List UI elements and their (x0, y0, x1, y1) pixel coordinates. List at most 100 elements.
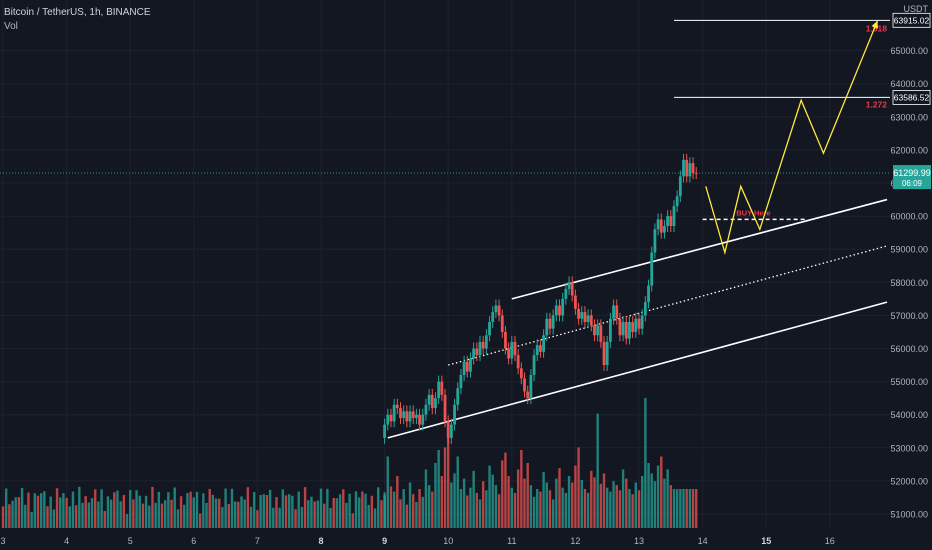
candlestick-series (383, 153, 698, 444)
candle-body (640, 315, 644, 329)
volume-bar (558, 468, 561, 528)
volume-bar (542, 472, 545, 528)
volume-bar (494, 485, 498, 528)
candle-body (675, 196, 679, 207)
candle-body (656, 219, 660, 230)
candle-body (392, 404, 396, 422)
volume-bar (208, 488, 211, 528)
volume-bar (214, 498, 218, 528)
volume-bar (14, 497, 17, 528)
candle-body (491, 312, 495, 323)
volume-bar (650, 473, 653, 528)
volume-bar (160, 503, 164, 528)
candle-body (624, 322, 628, 339)
volume-bar (52, 509, 56, 528)
currency-label: USDT (904, 4, 929, 14)
volume-bar (481, 481, 485, 528)
volume-bar (33, 493, 36, 528)
volume-bar (345, 502, 348, 528)
volume-bar (310, 496, 313, 528)
y-tick-label: 64000.00 (890, 79, 928, 89)
candle-body (481, 341, 485, 349)
volume-bar (567, 476, 571, 528)
volume-bar (396, 476, 399, 528)
symbol-title[interactable]: Bitcoin / TetherUS, 1h, BINANCE (4, 7, 151, 18)
volume-bar (237, 501, 240, 528)
candle-body (465, 361, 469, 372)
candle-body (389, 414, 393, 422)
volume-bar (189, 491, 192, 528)
volume-bar (408, 482, 412, 528)
volume-bar (443, 447, 447, 528)
x-tick-label: 10 (443, 536, 453, 546)
time-axis[interactable]: 3 4 5 6 7 8 9 10 11 12 13 14 15 16 (0, 536, 834, 546)
candle-body (685, 159, 689, 177)
volume-bar (348, 493, 351, 528)
volume-bar (218, 498, 221, 528)
volume-bar (78, 486, 81, 528)
volume-bar (370, 495, 374, 528)
candle-body (608, 318, 612, 342)
volume-bar (615, 485, 618, 528)
volume-bar (666, 469, 669, 528)
candle-body (504, 331, 507, 349)
volume-bar (224, 488, 227, 528)
candle-body (554, 305, 558, 316)
y-tick-label: 59000.00 (890, 245, 928, 255)
volume-bar (475, 492, 479, 528)
projection-path[interactable] (705, 20, 879, 256)
volume-bar (625, 478, 628, 528)
volume-bar (647, 463, 650, 528)
volume-bar (380, 500, 383, 528)
volume-bar (278, 507, 281, 528)
volume-bar (386, 456, 389, 528)
volume-bar (361, 491, 364, 528)
candle-body (415, 414, 418, 419)
volume-bars (1, 398, 698, 528)
candle-body (507, 348, 511, 359)
drawing-tools[interactable]: 1.618 1.272 BUY Here (0, 19, 890, 439)
volume-bar (599, 483, 603, 528)
volume-bar (313, 501, 316, 528)
volume-bar (682, 489, 685, 528)
candle-body (523, 378, 526, 392)
candle-body (688, 163, 692, 177)
y-tick-label: 52000.00 (890, 476, 928, 486)
volume-bar (192, 497, 195, 528)
candle-body (666, 216, 670, 227)
volume-bar (469, 487, 472, 528)
volume-bar (195, 491, 199, 528)
volume-bar (637, 490, 641, 528)
candle-body (612, 305, 615, 319)
candle-body (593, 325, 596, 336)
volume-bar (125, 514, 129, 528)
volume-bar (392, 491, 396, 528)
volume-bar (640, 476, 644, 528)
volume-bar (275, 497, 278, 528)
volume-bar (17, 497, 21, 528)
x-tick-label: 4 (64, 536, 69, 546)
volume-bar (319, 488, 323, 528)
fib-level-label: 1.272 (866, 99, 888, 109)
volume-bar (316, 500, 320, 528)
volume-bar (338, 494, 342, 528)
price-axis[interactable]: 51000.00 52000.00 53000.00 54000.00 55000.00… (890, 4, 931, 520)
volume-bar (202, 493, 205, 528)
y-tick-label: 53000.00 (890, 443, 928, 453)
volume-bar (233, 501, 237, 528)
volume-bar (4, 488, 8, 528)
volume-bar (113, 492, 116, 528)
volume-bar (679, 489, 682, 528)
volume-bar (691, 489, 695, 528)
volume-bar (415, 502, 418, 528)
volume-bar (198, 513, 202, 528)
volume-bar (211, 494, 215, 528)
volume-bar (427, 485, 431, 528)
candle-body (580, 312, 584, 319)
x-tick-label: 9 (382, 536, 387, 546)
volume-bar (606, 487, 609, 528)
y-tick-label: 54000.00 (890, 410, 928, 420)
volume-bar (249, 506, 253, 528)
candle-body (405, 411, 409, 422)
